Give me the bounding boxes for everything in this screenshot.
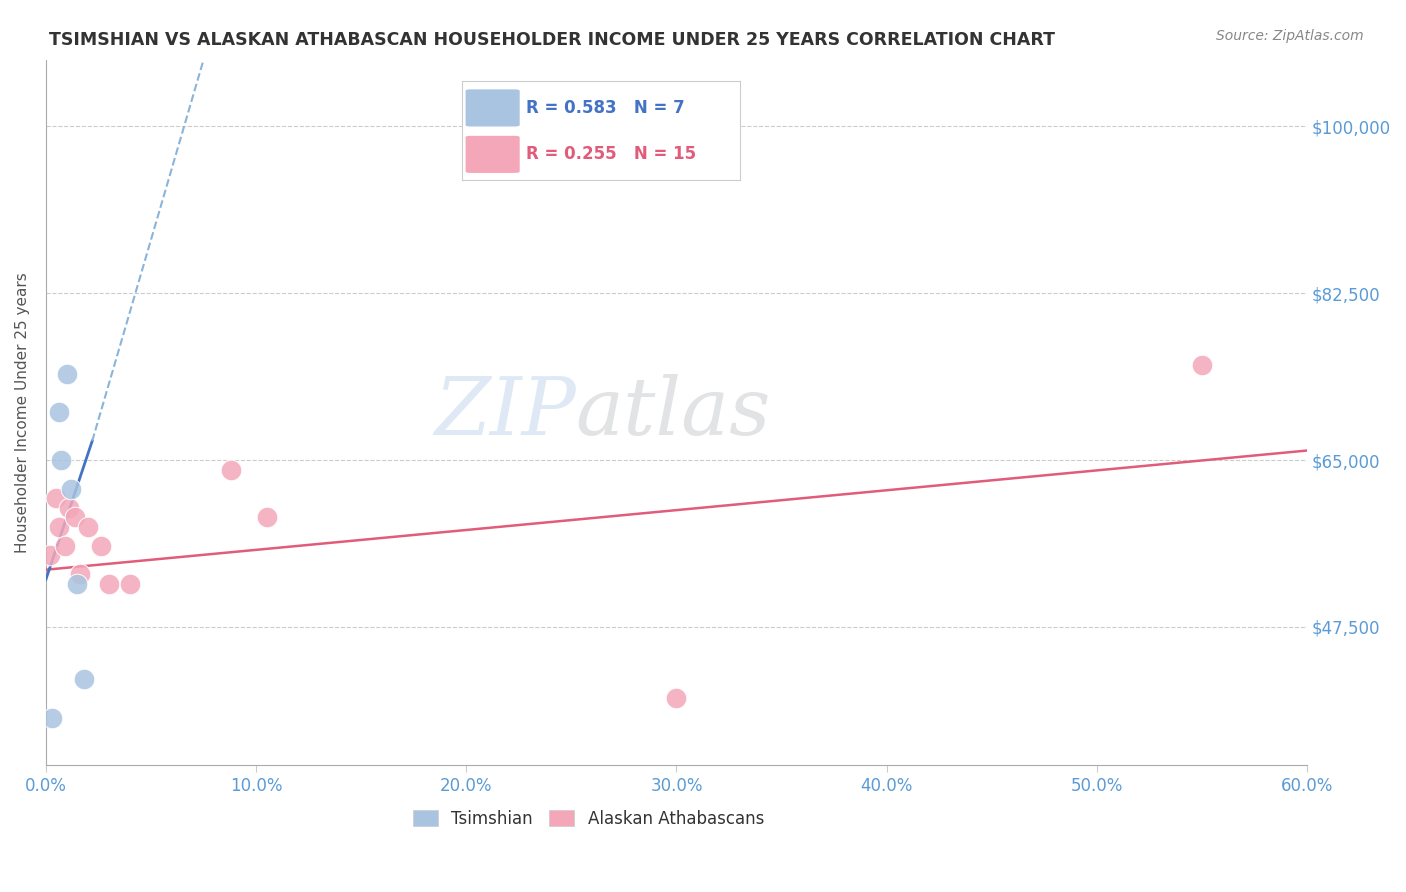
Y-axis label: Householder Income Under 25 years: Householder Income Under 25 years bbox=[15, 272, 30, 553]
Point bbox=[66, 577, 89, 591]
Point bbox=[48, 405, 70, 419]
Point bbox=[1191, 358, 1213, 372]
Point bbox=[48, 520, 70, 534]
Point bbox=[65, 510, 87, 524]
Point bbox=[49, 453, 72, 467]
Point bbox=[77, 520, 100, 534]
Point bbox=[118, 577, 141, 591]
Point bbox=[256, 510, 278, 524]
Text: Source: ZipAtlas.com: Source: ZipAtlas.com bbox=[1216, 29, 1364, 43]
Point bbox=[69, 567, 91, 582]
Point bbox=[53, 539, 76, 553]
Point bbox=[41, 710, 63, 724]
Point bbox=[665, 691, 688, 706]
Text: ZIP: ZIP bbox=[434, 374, 575, 451]
Point bbox=[98, 577, 121, 591]
Point bbox=[73, 673, 96, 687]
Point bbox=[45, 491, 67, 506]
Legend: Tsimshian, Alaskan Athabascans: Tsimshian, Alaskan Athabascans bbox=[406, 803, 770, 834]
Point bbox=[39, 549, 62, 563]
Text: atlas: atlas bbox=[575, 374, 770, 451]
Point bbox=[60, 482, 83, 496]
Point bbox=[58, 500, 80, 515]
Point bbox=[219, 462, 242, 476]
Point bbox=[90, 539, 112, 553]
Text: TSIMSHIAN VS ALASKAN ATHABASCAN HOUSEHOLDER INCOME UNDER 25 YEARS CORRELATION CH: TSIMSHIAN VS ALASKAN ATHABASCAN HOUSEHOL… bbox=[49, 31, 1056, 49]
Point bbox=[56, 368, 79, 382]
